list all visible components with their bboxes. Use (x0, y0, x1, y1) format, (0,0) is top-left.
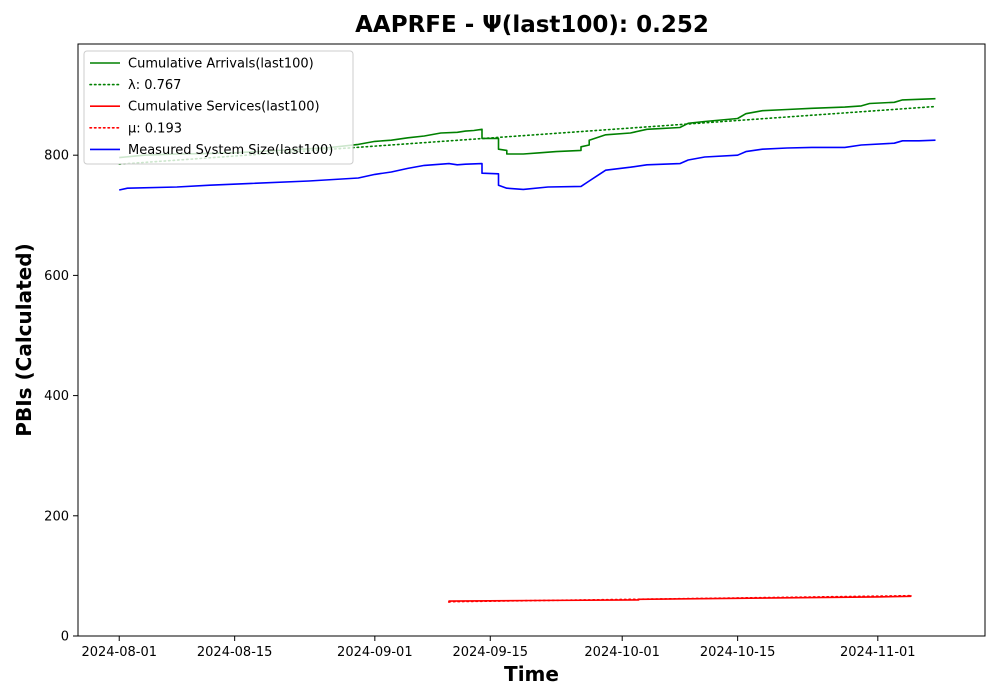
x-tick-label: 2024-08-01 (81, 645, 157, 660)
x-axis-label: Time (504, 662, 559, 686)
y-axis: 0 200 400 600 800 (44, 149, 78, 645)
y-tick-label: 600 (44, 269, 69, 284)
series-line-5 (119, 139, 936, 191)
y-tick-label: 0 (61, 630, 69, 645)
series-layer (118, 97, 937, 603)
legend-label-1: Cumulative Arrivals(last100) (128, 57, 314, 72)
legend-label-4: μ: 0.193 (128, 121, 182, 136)
x-tick-label: 2024-11-01 (840, 645, 916, 660)
legend: Cumulative Arrivals(last100) λ: 0.767 Cumu… (83, 50, 354, 165)
y-tick-label: 400 (44, 389, 69, 404)
y-tick-label: 200 (44, 509, 69, 524)
legend-label-5: Measured System Size(last100) (128, 143, 333, 158)
x-tick-label: 2024-08-15 (197, 645, 273, 660)
x-tick-label: 2024-10-01 (584, 645, 660, 660)
x-axis: 2024-08-01 2024-08-15 2024-09-01 2024-09-15… (81, 636, 916, 660)
legend-label-3: Cumulative Services(last100) (128, 100, 320, 115)
y-axis-label: PBIs (Calculated) (12, 243, 36, 436)
legend-box (83, 50, 354, 165)
x-tick-label: 2024-09-15 (452, 645, 528, 660)
plot-area-frame (77, 43, 986, 637)
x-tick-label: 2024-09-01 (337, 645, 413, 660)
legend-label-2: λ: 0.767 (128, 78, 181, 93)
chart-title: AAPRFE - Ψ(last100): 0.252 (355, 12, 709, 38)
series-line-4 (448, 594, 912, 603)
y-tick-label: 800 (44, 149, 69, 164)
x-tick-label: 2024-10-15 (700, 645, 776, 660)
